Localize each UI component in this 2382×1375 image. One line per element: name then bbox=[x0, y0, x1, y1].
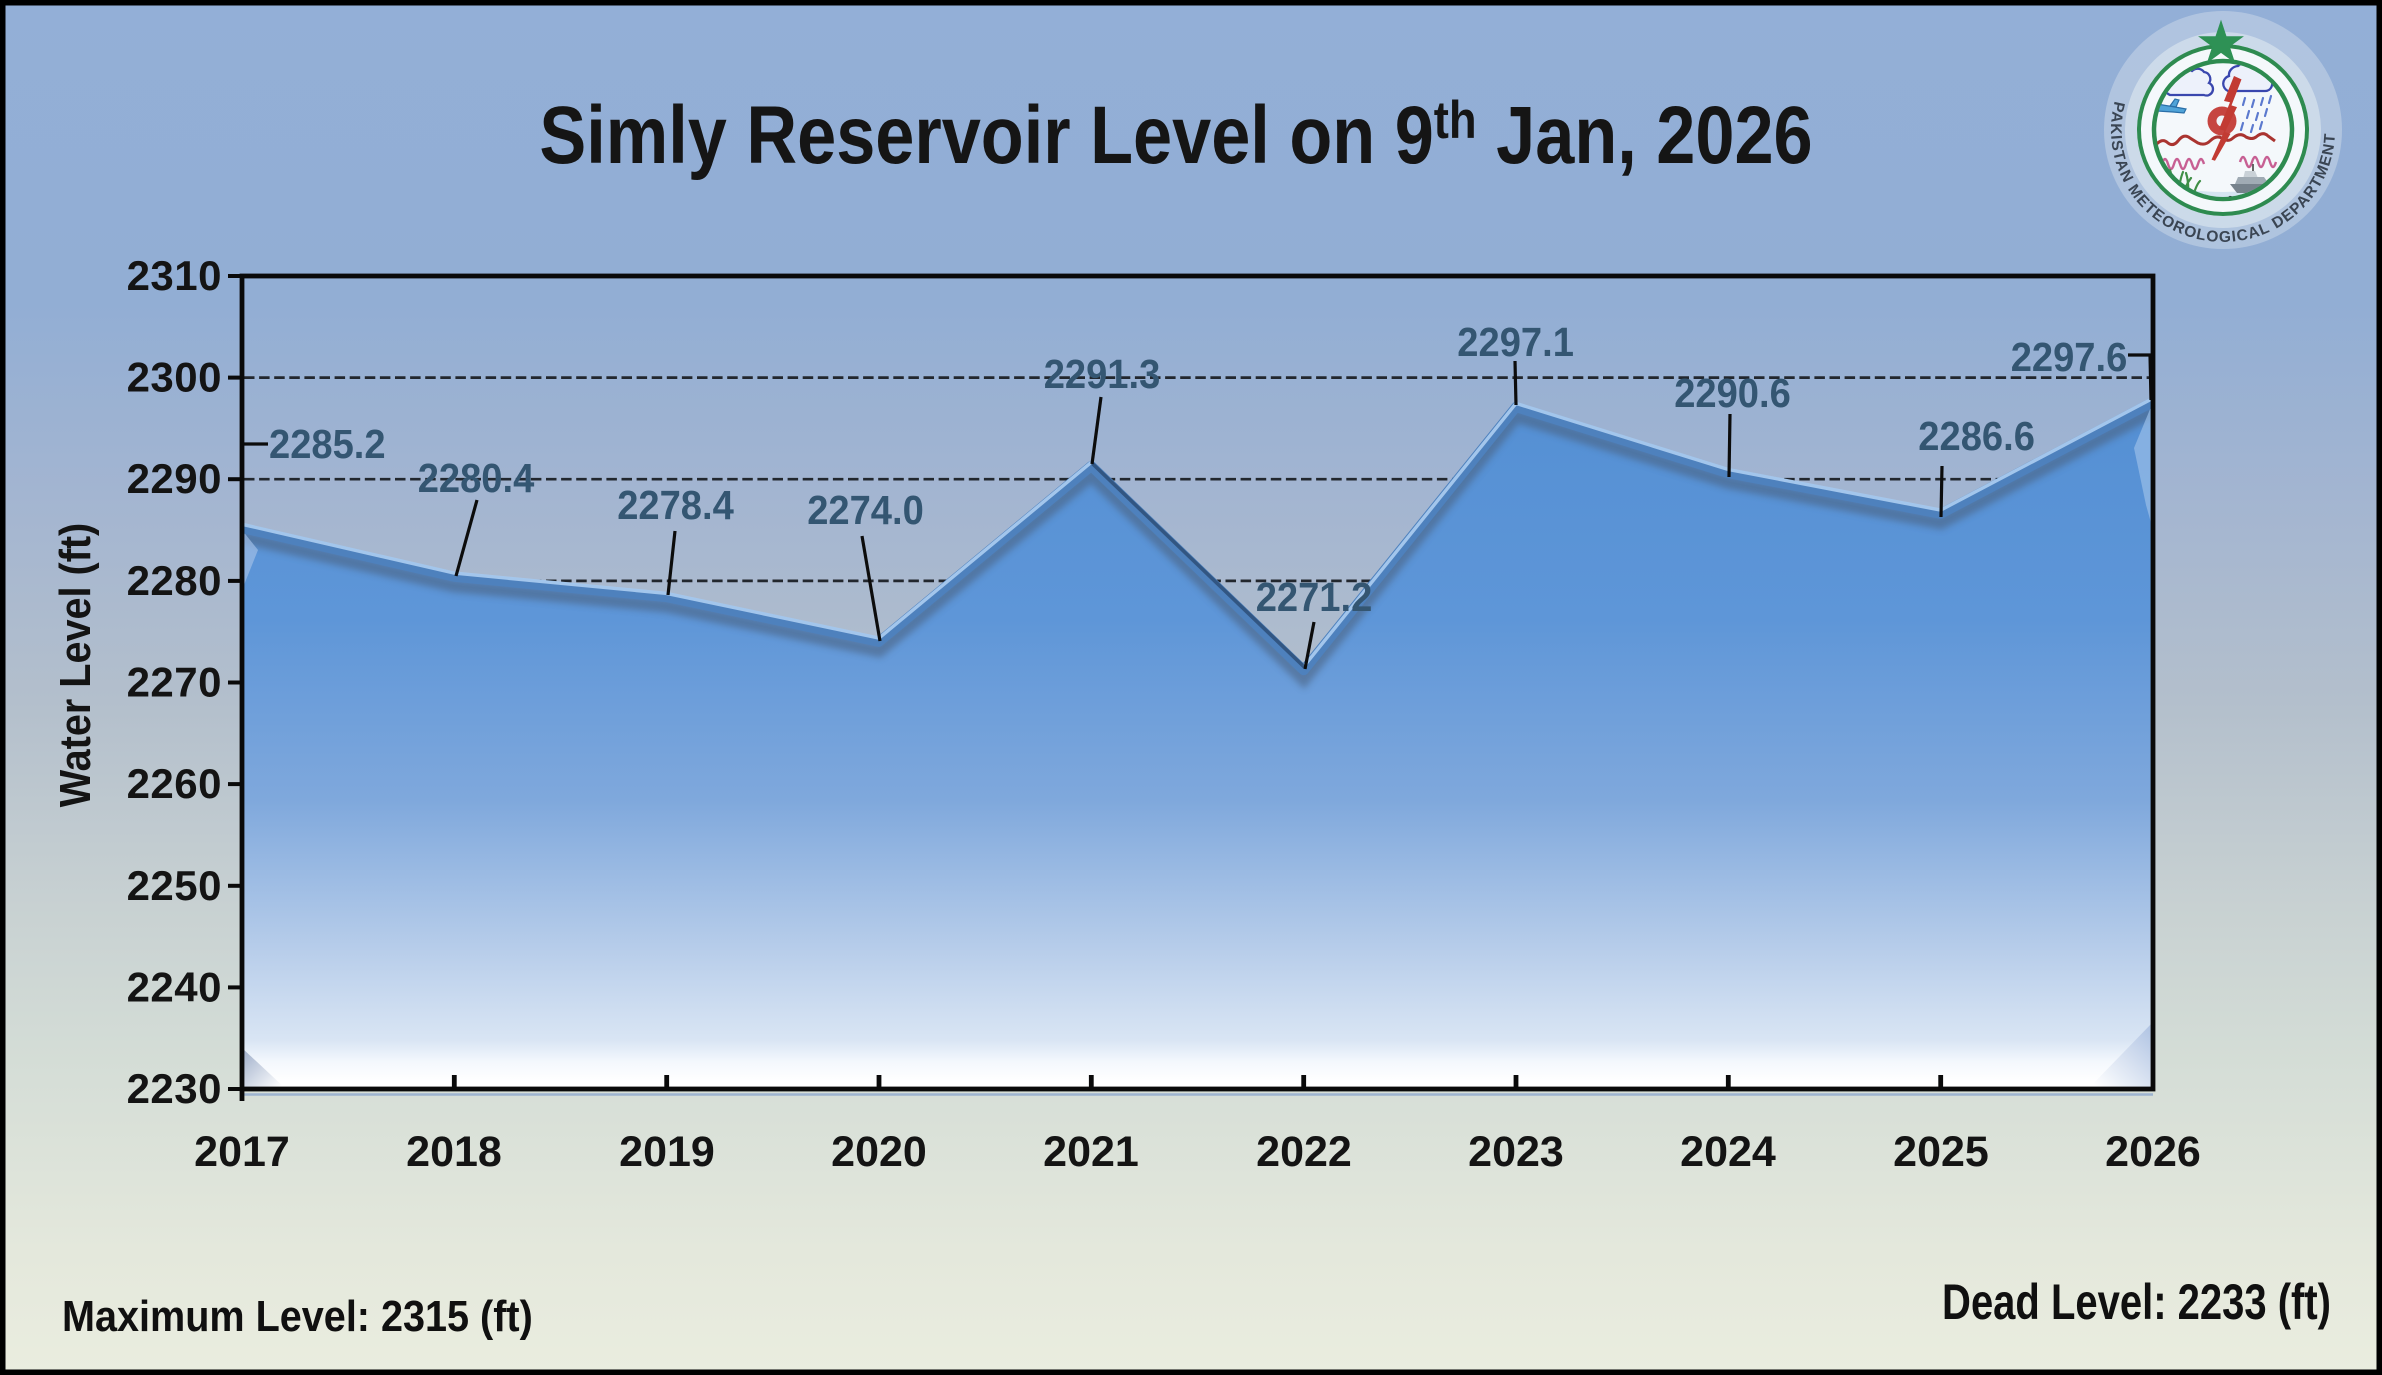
svg-text:2024: 2024 bbox=[1680, 1128, 1776, 1176]
svg-text:2270: 2270 bbox=[127, 659, 222, 706]
svg-text:2291.3: 2291.3 bbox=[1044, 352, 1161, 398]
svg-text:2250: 2250 bbox=[127, 862, 222, 909]
svg-text:2310: 2310 bbox=[127, 252, 222, 299]
svg-text:2230: 2230 bbox=[127, 1065, 222, 1112]
svg-text:2297.1: 2297.1 bbox=[1457, 320, 1574, 366]
svg-text:2022: 2022 bbox=[1256, 1128, 1352, 1176]
svg-text:2300: 2300 bbox=[127, 354, 222, 401]
svg-text:2274.0: 2274.0 bbox=[807, 488, 924, 534]
svg-text:2240: 2240 bbox=[127, 963, 222, 1010]
svg-text:Maximum Level: 2315 (ft): Maximum Level: 2315 (ft) bbox=[62, 1291, 533, 1340]
svg-text:2280: 2280 bbox=[127, 557, 222, 604]
svg-text:2260: 2260 bbox=[127, 760, 222, 807]
svg-text:2026: 2026 bbox=[2105, 1128, 2201, 1176]
svg-text:2285.2: 2285.2 bbox=[269, 422, 386, 468]
svg-text:2278.4: 2278.4 bbox=[617, 483, 734, 529]
svg-text:2019: 2019 bbox=[619, 1128, 715, 1176]
svg-text:Dead Level: 2233 (ft): Dead Level: 2233 (ft) bbox=[1942, 1274, 2331, 1330]
svg-text:2271.2: 2271.2 bbox=[1256, 575, 1373, 621]
svg-text:2023: 2023 bbox=[1468, 1128, 1564, 1176]
svg-text:2290: 2290 bbox=[127, 455, 222, 502]
svg-text:2280.4: 2280.4 bbox=[418, 456, 535, 502]
svg-text:2017: 2017 bbox=[194, 1128, 290, 1176]
svg-text:Water Level (ft): Water Level (ft) bbox=[50, 523, 99, 807]
svg-text:2290.6: 2290.6 bbox=[1674, 371, 1791, 417]
svg-text:Simly Reservoir Level on 9th J: Simly Reservoir Level on 9th Jan, 2026 bbox=[539, 90, 1812, 181]
svg-text:2286.6: 2286.6 bbox=[1918, 414, 2035, 460]
svg-text:2021: 2021 bbox=[1043, 1128, 1139, 1176]
svg-text:2018: 2018 bbox=[406, 1128, 502, 1176]
svg-text:2297.6: 2297.6 bbox=[2011, 335, 2128, 381]
svg-text:2025: 2025 bbox=[1893, 1128, 1989, 1176]
svg-text:2020: 2020 bbox=[831, 1128, 927, 1176]
